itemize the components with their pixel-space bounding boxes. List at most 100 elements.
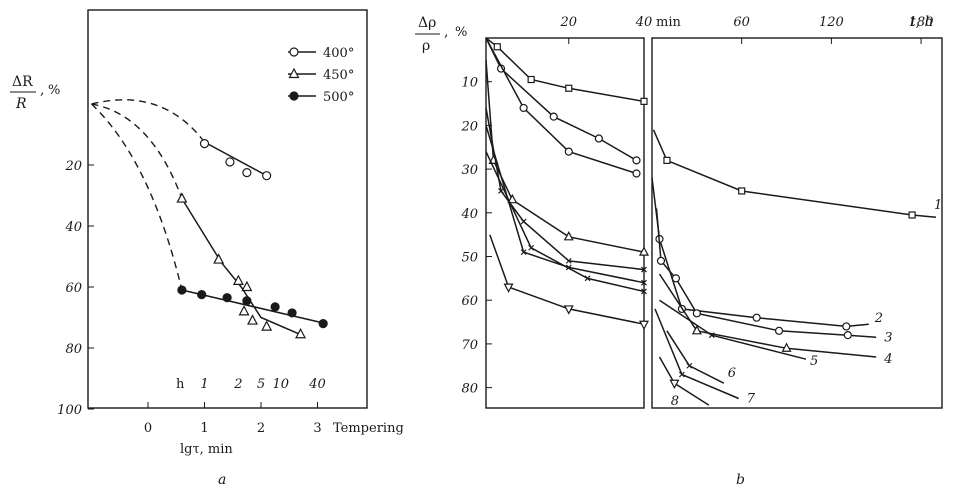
curve-3: [485, 37, 877, 340]
legend-marker: [288, 67, 300, 79]
x-tick-label: 120: [819, 15, 844, 30]
data-point: [565, 257, 572, 264]
legend-label: 500°: [323, 90, 354, 105]
data-point: [549, 112, 558, 121]
data-point: [669, 379, 680, 390]
data-point: [520, 249, 527, 256]
data-point: [632, 169, 641, 178]
y-tick-label: 40: [64, 220, 82, 235]
data-point: [528, 244, 535, 251]
curve-right-line: [651, 177, 869, 328]
curve-4: [485, 59, 877, 358]
panel-b-y-label-numerator: Δρ: [418, 15, 436, 31]
data-point: [692, 309, 701, 318]
data-point: [318, 319, 328, 329]
panel-a-y-axis-label: ΔR R , %: [10, 74, 60, 112]
x-tick-label: 1: [200, 421, 208, 436]
hour-tick-label: 40: [308, 377, 326, 392]
data-point: [199, 139, 210, 149]
panel-b-right-frame: [651, 37, 943, 409]
x-tick-label: 180: [909, 15, 934, 30]
legend-marker: [289, 91, 299, 101]
curve-right-line: [658, 356, 710, 406]
panel-b-left-frame: [485, 37, 645, 409]
hour-tick-label: 5: [257, 377, 265, 392]
series-dashed-curve: [91, 103, 183, 199]
curve-8: [489, 234, 710, 406]
panel-a-x-tick-labels: 0 1 2 3: [144, 402, 322, 436]
curve-label: 6: [728, 366, 736, 381]
series-3: [91, 103, 328, 329]
panel-a-x-axis-label: lgτ, min: [180, 442, 233, 457]
x-tick-label: 0: [144, 421, 152, 436]
y-tick-label: 10: [461, 76, 478, 91]
legend-item: 450°: [288, 67, 354, 83]
panel-b-left-x-unit: min: [656, 15, 681, 30]
data-point: [564, 147, 573, 156]
data-point: [563, 305, 574, 315]
data-point: [641, 279, 647, 286]
panel-a-series: [91, 99, 328, 339]
data-point: [519, 103, 528, 113]
curve-right-line: [658, 273, 877, 358]
panel-b-x-tick-labels: 20 40 60 120 180: [559, 15, 933, 44]
panel-b-y-axis-label: Δρ ρ , %: [415, 15, 467, 54]
y-tick-label: 20: [460, 119, 478, 134]
data-point: [708, 332, 715, 339]
y-tick-label: 60: [65, 281, 82, 296]
legend-item: 500°: [288, 90, 354, 105]
curve-label: 5: [810, 354, 818, 369]
data-point: [503, 283, 514, 293]
panel-a-y-label-denominator: R: [15, 96, 27, 112]
series-2: [91, 103, 307, 339]
panel-b-caption: b: [736, 472, 745, 488]
series-1: [91, 99, 272, 181]
panel-a-caption: a: [218, 472, 226, 488]
panel-a-y-label-numerator: ΔR: [12, 74, 33, 90]
data-point: [520, 218, 527, 225]
panel-a-y-tick-labels: 20 40 60 80 100: [57, 159, 94, 418]
curve-left-line: [485, 125, 645, 284]
panel-b-right-x-unit: t, h: [910, 14, 934, 30]
data-point: [774, 326, 784, 335]
data-point: [843, 331, 852, 340]
panel-a-hour-tick-labels: 1 2 5 10 40: [200, 377, 325, 392]
data-point: [738, 187, 746, 195]
data-point: [241, 280, 253, 292]
curve-label: 7: [747, 392, 756, 407]
curve-label: 1: [934, 198, 942, 213]
data-point: [527, 75, 535, 84]
curve-left-line: [485, 37, 637, 175]
curve-left-line: [485, 37, 645, 103]
x-tick-label: 2: [257, 421, 265, 436]
curve-right-line: [654, 308, 739, 400]
series-line: [181, 198, 304, 337]
data-point: [222, 293, 232, 303]
panel-b-y-tick-labels: 10 20 30 40 50 60 70 80: [460, 76, 492, 397]
curve-label: 4: [883, 352, 892, 367]
panel-b-series: [485, 37, 937, 406]
data-point: [671, 274, 681, 283]
curve-left-line: [485, 151, 645, 293]
y-tick-label: 20: [64, 159, 82, 174]
data-point: [678, 371, 685, 378]
panel-a-plot-frame: [87, 9, 368, 409]
hour-tick-label: 1: [200, 377, 208, 392]
data-point: [242, 296, 252, 306]
curve-6: [485, 125, 725, 384]
legend-item: 400°: [288, 46, 354, 61]
panel-b-y-label-denominator: ρ: [422, 38, 430, 54]
data-point: [641, 288, 647, 295]
data-point: [247, 314, 259, 325]
data-point: [242, 168, 252, 178]
data-point: [213, 253, 225, 264]
series-dashed-curve: [91, 103, 183, 291]
data-point: [691, 325, 702, 335]
data-point: [641, 266, 647, 273]
data-point: [752, 313, 761, 322]
panel-a-y-label-unit: %: [48, 83, 60, 98]
y-tick-label: 60: [461, 294, 478, 309]
data-point: [261, 320, 273, 331]
